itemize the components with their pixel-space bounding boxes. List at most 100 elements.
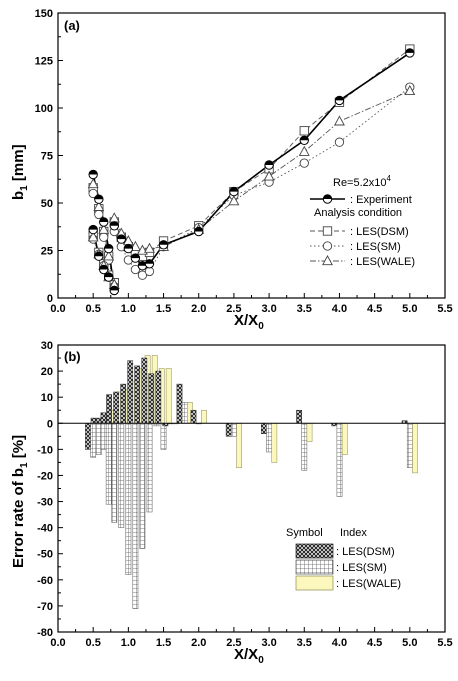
data-point-a-fill: [94, 252, 104, 257]
bar-yellow: [271, 423, 278, 463]
bar-grid: [406, 423, 413, 468]
bar-crosshatch: [225, 423, 232, 437]
legend-swatch-b: [295, 543, 334, 559]
bar-grid: [132, 423, 139, 609]
bar-crosshatch: [141, 357, 148, 424]
data-point-a: [103, 243, 114, 254]
data-point-a-fill: [131, 253, 140, 259]
data-point-a-fill: [104, 272, 113, 278]
data-point-a: [130, 253, 141, 263]
legend-header-symbol: Symbol: [286, 527, 323, 539]
data-point-a: [109, 221, 119, 231]
legend-label-a: : LES(WALE): [350, 256, 415, 268]
data-point-a: [88, 169, 98, 180]
x-tick-label-a: 4.0: [332, 303, 347, 315]
x-tick-label-b: 0.0: [50, 637, 65, 649]
x-tick-label-a: 1.0: [121, 303, 136, 315]
data-point-a-fill: [88, 225, 98, 230]
data-point-a-fill: [145, 259, 154, 264]
bar-yellow: [412, 423, 418, 474]
x-tick-label-a: 1.5: [156, 303, 171, 315]
data-point-a: [99, 264, 109, 275]
x-tick-label-b: 1.0: [121, 637, 136, 649]
data-point-a: [88, 224, 98, 235]
panel-b-bar-chart: 0.0 0.5 1.0 1.5 2.0 2.5 3.0 3.5 4.0 4.5 5.0 5.5 30 20…: [10, 340, 453, 666]
data-point-a-fill: [264, 160, 274, 165]
bar-crosshatch: [106, 394, 112, 424]
data-point-a-fill: [99, 265, 108, 270]
bar-grid: [90, 423, 97, 458]
data-point-a: [88, 188, 98, 199]
bar-grid: [139, 423, 146, 549]
data-point-a: [264, 160, 274, 170]
data-point-a: [194, 226, 204, 237]
x-tick-label-b: 4.0: [332, 637, 347, 649]
bar-crosshatch: [127, 360, 134, 424]
bar-grid: [181, 402, 188, 424]
data-point-a: [130, 264, 141, 275]
x-tick-label-a: 3.5: [297, 303, 312, 315]
data-point-a: [144, 259, 155, 269]
data-point-a: [123, 243, 134, 254]
data-point-a-fill: [229, 187, 239, 192]
data-point-a: [263, 170, 275, 181]
data-point-a-fill: [110, 221, 119, 226]
panel-label-b: (b): [64, 349, 81, 364]
data-point-a: [299, 135, 309, 146]
x-tick-label-a: 0.0: [50, 303, 65, 315]
y-tick-label-a: 125: [35, 56, 53, 68]
x-tick-label-b: 0.5: [86, 637, 101, 649]
data-point-a: [334, 137, 345, 147]
legend-b: : LES(DSM): LES(SM): LES(WALE): [295, 543, 401, 591]
legend-marker-a: [322, 194, 333, 204]
y-tick-label-a: 50: [41, 198, 53, 210]
y-axis-unit-b: [%]: [10, 435, 27, 463]
y-tick-label-b: 10: [41, 392, 53, 404]
data-point-a-fill: [124, 244, 133, 249]
bar-grid: [336, 423, 343, 497]
legend-swatch-b: [295, 575, 334, 591]
data-point-a: [144, 242, 155, 253]
data-point-a-fill: [300, 136, 309, 141]
bar-crosshatch: [261, 423, 267, 434]
data-point-a-fill: [138, 261, 147, 266]
bar-grid: [266, 423, 272, 453]
bar-grid: [105, 423, 112, 505]
data-point-a: [229, 186, 239, 197]
data-point-a: [228, 195, 240, 206]
bar-yellow: [236, 423, 242, 468]
data-point-a-fill: [110, 286, 119, 291]
legend-marker-a: [322, 226, 333, 236]
bar-grid: [301, 423, 308, 471]
bar-yellow: [201, 409, 207, 424]
legend-label-a: : LES(SM): [350, 241, 401, 253]
x-tick-label-a: 3.0: [261, 303, 276, 315]
panel-label-a: (a): [64, 18, 80, 33]
x-tick-label-a: 4.5: [367, 303, 382, 315]
legend-label-a: : Experiment: [350, 194, 412, 206]
data-point-a: [94, 209, 104, 220]
x-tick-label-b: 5.0: [402, 637, 417, 649]
reynolds-exponent: 4: [387, 174, 392, 183]
bar-yellow: [306, 423, 313, 442]
data-point-a-fill: [159, 240, 168, 245]
bar-crosshatch: [296, 409, 302, 424]
data-point-a: [404, 84, 416, 96]
data-point-a: [87, 178, 99, 189]
x-tick-label-b: 2.5: [226, 637, 241, 649]
data-point-a: [98, 223, 110, 234]
y-tick-label-b: 30: [41, 340, 53, 352]
y-axis-label-b: Error rate of b1 [%]: [10, 435, 30, 568]
x-tick-label-a: 0.5: [86, 303, 101, 315]
x-tick-label-a: 5.5: [437, 303, 452, 315]
bar-crosshatch: [120, 383, 127, 424]
bar-yellow: [341, 423, 348, 455]
x-tick-label-b: 2.0: [191, 637, 206, 649]
data-point-a-fill: [117, 234, 126, 240]
data-point-a: [103, 272, 114, 282]
reynolds-number-label: Re=5.2x104: [333, 174, 392, 189]
bar-grid: [95, 423, 102, 455]
x-axis-label-a: X/X0: [234, 312, 264, 332]
data-point-a: [333, 115, 345, 126]
